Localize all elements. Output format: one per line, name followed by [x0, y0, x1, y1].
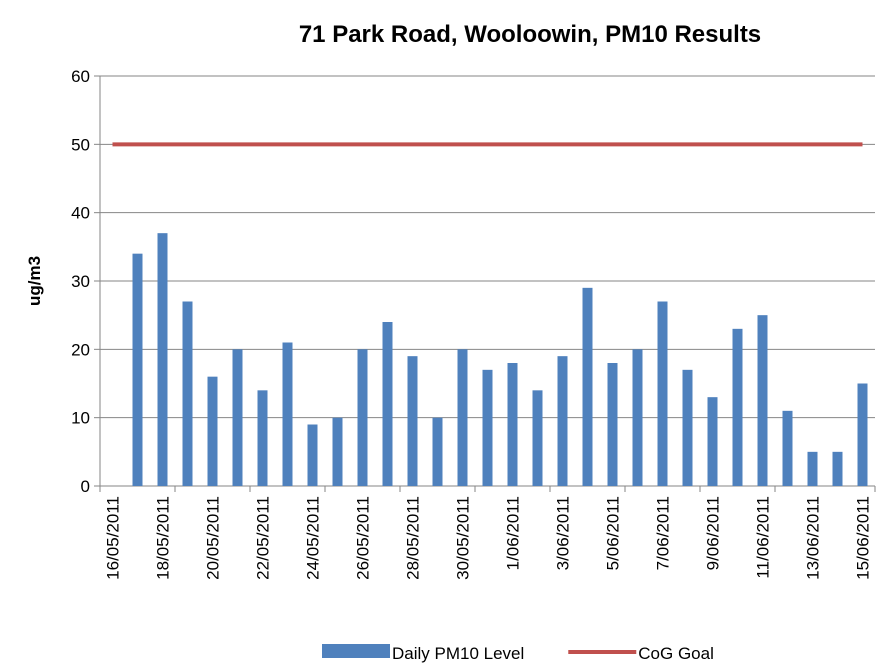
x-tick-label: 18/05/2011 [154, 496, 173, 580]
bar [157, 233, 168, 486]
bar [482, 369, 493, 486]
y-tick-label: 30 [71, 272, 90, 291]
bar [132, 253, 143, 486]
bar [582, 287, 593, 486]
bar [282, 342, 293, 486]
x-tick-label: 9/06/2011 [704, 496, 723, 570]
bar [307, 424, 318, 486]
bar [857, 383, 868, 486]
x-tick-label: 24/05/2011 [304, 496, 323, 580]
bar [332, 417, 343, 486]
x-tick-label: 15/06/2011 [854, 496, 873, 580]
y-tick-label: 50 [71, 135, 90, 154]
x-tick-label: 1/06/2011 [504, 496, 523, 570]
bar [357, 349, 368, 486]
bar [657, 301, 668, 486]
x-tick-label: 16/05/2011 [104, 496, 123, 580]
bar [557, 356, 568, 486]
bar [807, 451, 818, 486]
bar [707, 397, 718, 486]
bar [632, 349, 643, 486]
bar [507, 363, 518, 486]
x-tick-label: 7/06/2011 [654, 496, 673, 570]
y-axis-label: ug/m3 [25, 256, 44, 306]
bar [457, 349, 468, 486]
bar [607, 363, 618, 486]
chart-title: 71 Park Road, Wooloowin, PM10 Results [299, 21, 761, 48]
bar [432, 417, 443, 486]
bar [732, 328, 743, 486]
x-tick-label: 3/06/2011 [554, 496, 573, 570]
bar [232, 349, 243, 486]
x-tick-label: 13/06/2011 [804, 496, 823, 580]
legend-label: CoG Goal [638, 644, 714, 663]
bar [382, 322, 393, 486]
bar [782, 410, 793, 486]
x-tick-label: 30/05/2011 [454, 496, 473, 580]
bar [207, 376, 218, 486]
bar [257, 390, 268, 486]
bar [182, 301, 193, 486]
x-tick-label: 11/06/2011 [754, 496, 773, 579]
x-tick-label: 22/05/2011 [254, 496, 273, 580]
x-tick-label: 5/06/2011 [604, 496, 623, 570]
y-tick-label: 10 [71, 409, 90, 428]
bar [832, 451, 843, 486]
y-tick-label: 0 [81, 477, 90, 496]
y-tick-label: 20 [71, 340, 90, 359]
legend-swatch [322, 644, 390, 658]
x-tick-label: 28/05/2011 [404, 496, 423, 580]
bar [407, 356, 418, 486]
y-tick-label: 60 [71, 67, 90, 86]
bar [757, 315, 768, 486]
bar [682, 369, 693, 486]
y-tick-label: 40 [71, 204, 90, 223]
legend-label: Daily PM10 Level [392, 644, 524, 663]
x-tick-label: 20/05/2011 [204, 496, 223, 580]
x-tick-label: 26/05/2011 [354, 496, 373, 580]
bar [532, 390, 543, 486]
